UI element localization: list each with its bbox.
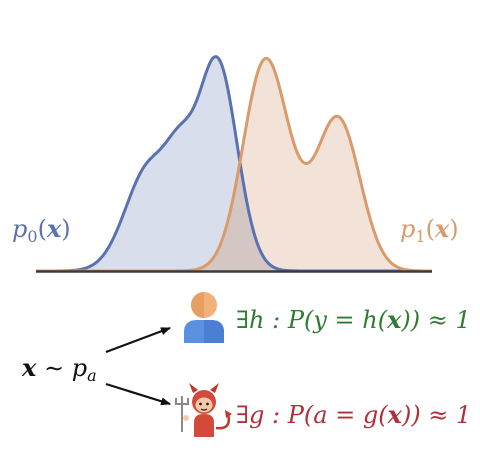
sample-p: p xyxy=(72,354,87,382)
label-left-open: ( xyxy=(38,215,47,243)
label-left-x: x xyxy=(46,214,62,243)
density-left-fill xyxy=(36,56,432,271)
label-right-open: ( xyxy=(426,215,435,243)
arrow-to-adversary xyxy=(105,382,171,406)
task-text-x: x xyxy=(386,305,402,334)
label-left-close: ) xyxy=(61,215,70,243)
adversary-text-a: ∃g : P(a = g( xyxy=(236,401,388,429)
arrow-to-task xyxy=(105,326,171,354)
label-right-sub: 1 xyxy=(415,227,425,246)
sample-expression: x ∼ pa xyxy=(21,353,97,385)
density-right-label: p1(x) xyxy=(400,214,459,246)
task-text-b: )) ≈ 1 xyxy=(400,306,470,334)
adversary-text-b: )) ≈ 1 xyxy=(401,401,471,429)
person-icon xyxy=(184,292,224,343)
sample-sub: a xyxy=(87,366,97,385)
label-right-x: x xyxy=(434,214,450,243)
label-left-sub: 0 xyxy=(27,227,37,246)
density-left-label: p0(x) xyxy=(12,214,71,246)
density-right-fill xyxy=(36,58,432,271)
sample-tilde: ∼ xyxy=(36,354,71,382)
label-left-p: p xyxy=(12,215,27,243)
devil-icon xyxy=(175,383,232,437)
adversary-text-x: x xyxy=(387,400,403,429)
task-text-a: ∃h : P(y = h( xyxy=(236,306,388,334)
task-statement: ∃h : P(y = h(x)) ≈ 1 xyxy=(236,305,471,334)
label-right-close: ) xyxy=(449,215,458,243)
sample-x: x xyxy=(21,353,37,382)
label-right-p: p xyxy=(400,215,415,243)
adversary-statement: ∃g : P(a = g(x)) ≈ 1 xyxy=(236,400,471,429)
